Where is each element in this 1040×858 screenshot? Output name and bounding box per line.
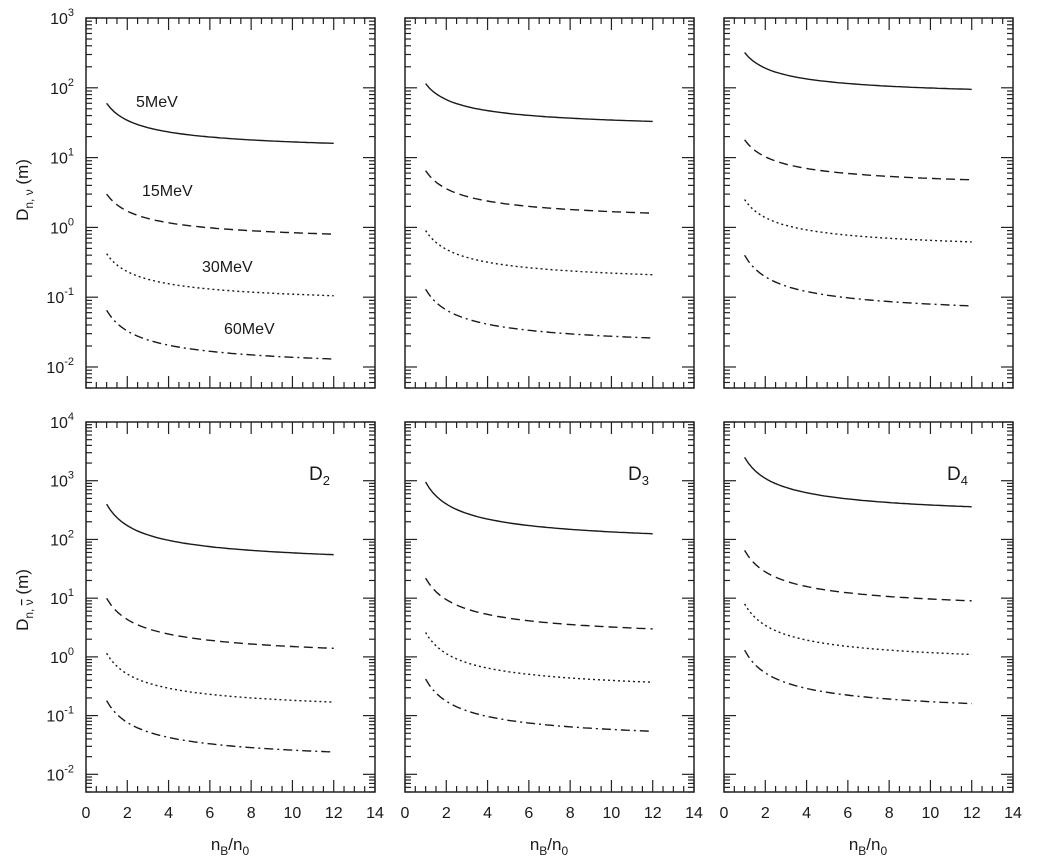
figure-labels: Dn, ν (m) Dn, ν (m) 5MeV 15MeV 30MeV 60M… xyxy=(13,94,968,858)
series-line-1 xyxy=(106,102,334,144)
x-tick-label: 10 xyxy=(922,805,940,822)
x-tick-label: 8 xyxy=(566,805,575,822)
series-line-2 xyxy=(744,550,972,602)
panel-label-d4-main: D xyxy=(947,464,961,485)
x-tick-label: 6 xyxy=(843,805,852,822)
series-line-3 xyxy=(425,632,653,683)
x-tick-label: 0 xyxy=(82,805,91,822)
x-tick-label: 2 xyxy=(761,805,770,822)
plot-frame xyxy=(723,17,1014,389)
y-axis-title-bottom-sub-a: n, xyxy=(22,605,36,618)
energy-label-30mev: 30MeV xyxy=(202,259,253,276)
x-tick-label: 0 xyxy=(401,805,410,822)
y-axis-title-top: Dn, ν (m) xyxy=(13,159,36,221)
energy-label-5mev: 5MeV xyxy=(136,94,178,111)
x-tick-label: 6 xyxy=(524,805,533,822)
series-line-4 xyxy=(425,288,653,339)
y-axis-title-bottom-main: D xyxy=(13,619,32,631)
y-tick-label: 10-1 xyxy=(46,705,74,726)
y-tick-label: 10-1 xyxy=(46,286,74,307)
x-tick-label: 8 xyxy=(247,805,256,822)
y-axis-title-top-sub: n, ν xyxy=(22,189,36,208)
x-tick-label: 8 xyxy=(885,805,894,822)
x-tick-label: 6 xyxy=(205,805,214,822)
y-axis-title-top-main: D xyxy=(13,209,32,221)
x-axis-title-middle: nB/n0 xyxy=(530,835,569,858)
x-axis-title-left: nB/n0 xyxy=(211,835,250,858)
y-tick-label: 103 xyxy=(50,470,74,491)
x-tick-label: 14 xyxy=(685,805,703,822)
y-tick-label: 101 xyxy=(50,587,74,608)
series-line-4 xyxy=(106,309,334,360)
x-tick-label: 4 xyxy=(483,805,492,822)
plot-frame xyxy=(723,421,1014,793)
series-line-3 xyxy=(106,253,334,297)
series-line-3 xyxy=(425,230,653,276)
panel-label-d3: D3 xyxy=(628,464,649,488)
series-line-3 xyxy=(106,652,334,703)
panel-top-middle xyxy=(404,17,695,389)
series-line-2 xyxy=(425,577,653,630)
series-line-4 xyxy=(744,649,972,705)
x-tick-label: 14 xyxy=(1004,805,1022,822)
y-tick-label: 100 xyxy=(50,646,74,667)
x-tick-label: 10 xyxy=(603,805,621,822)
series-line-2 xyxy=(425,170,653,214)
panels-layer: 10-210-110010110210310-210-1100101102103… xyxy=(46,7,1022,822)
panel-top-left: 10-2 10-1 100 101 102 103 xyxy=(46,7,376,389)
energy-label-60mev: 60MeV xyxy=(224,321,275,338)
series-line-2 xyxy=(744,139,972,181)
y-axis-title-top-unit: (m) xyxy=(13,159,32,189)
panel-label-d4: D4 xyxy=(947,464,968,488)
series-line-4 xyxy=(744,254,972,307)
energy-label-15mev: 15MeV xyxy=(142,183,193,200)
panel-label-d2: D2 xyxy=(309,464,330,488)
series-line-2 xyxy=(106,597,334,649)
panel-label-d2-sub: 2 xyxy=(323,473,330,488)
series-line-3 xyxy=(744,199,972,243)
panel-bottom-middle: 0 2 4 6 8 10 12 14 xyxy=(401,421,703,822)
y-axis-title-bottom-sub-b: ν xyxy=(22,599,36,605)
panel-label-d3-main: D xyxy=(628,464,642,485)
x-axis-title-right: nB/n0 xyxy=(849,835,888,858)
x-tick-label: 10 xyxy=(284,805,302,822)
series-line-3 xyxy=(744,603,972,656)
series-line-1 xyxy=(106,503,334,556)
x-tick-label: 0 xyxy=(720,805,729,822)
series-line-4 xyxy=(425,678,653,732)
series-line-1 xyxy=(744,52,972,91)
panel-bottom-left: 10-2 10-1 100 101 102 103 104 0 2 4 6 8 10 12 14 xyxy=(46,411,384,822)
plot-frame xyxy=(404,421,695,793)
series-line-4 xyxy=(106,700,334,753)
x-tick-label: 4 xyxy=(164,805,173,822)
series-line-1 xyxy=(425,83,653,123)
x-tick-label: 4 xyxy=(802,805,811,822)
series-line-1 xyxy=(744,457,972,508)
y-tick-label: 102 xyxy=(50,528,74,549)
x-tick-label: 12 xyxy=(644,805,662,822)
y-tick-label: 102 xyxy=(50,77,74,98)
panel-label-d2-main: D xyxy=(309,464,323,485)
y-tick-label: 100 xyxy=(50,216,74,237)
y-tick-label: 101 xyxy=(50,147,74,168)
series-line-1 xyxy=(425,481,653,535)
y-tick-label: 10-2 xyxy=(46,356,74,377)
plot-frame xyxy=(85,421,376,793)
x-tick-label: 2 xyxy=(442,805,451,822)
panel-label-d4-sub: 4 xyxy=(961,473,968,488)
y-axis-title-bottom-unit: (m) xyxy=(13,569,32,599)
panel-top-right xyxy=(723,17,1014,389)
y-tick-label: 10-2 xyxy=(46,763,74,784)
panel-bottom-right: 0 2 4 6 8 10 12 14 xyxy=(720,421,1022,822)
y-axis-title-bottom: Dn, ν (m) xyxy=(13,569,36,631)
panel-label-d3-sub: 3 xyxy=(642,473,649,488)
x-tick-label: 12 xyxy=(325,805,343,822)
x-tick-label: 2 xyxy=(123,805,132,822)
y-tick-label: 103 xyxy=(50,7,74,28)
y-tick-label: 104 xyxy=(50,411,74,432)
series-line-2 xyxy=(106,193,334,235)
x-tick-label: 14 xyxy=(366,805,384,822)
x-tick-label: 12 xyxy=(963,805,981,822)
